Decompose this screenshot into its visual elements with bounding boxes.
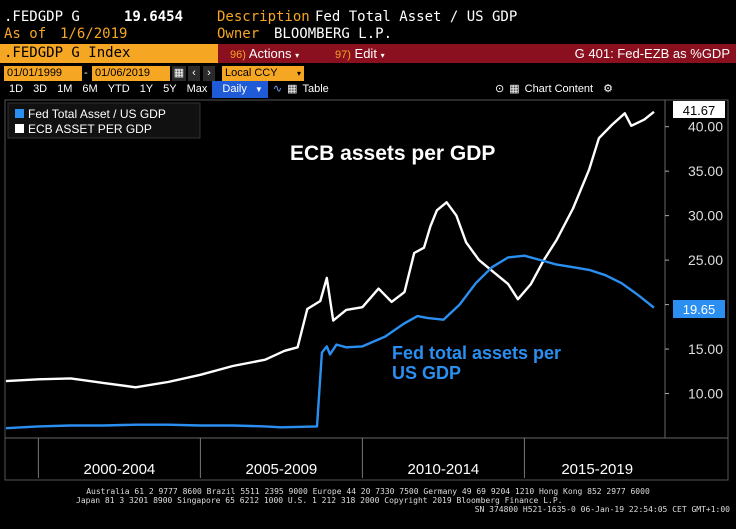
actions-label: Actions — [248, 46, 292, 61]
legend-fed: Fed Total Asset / US GDP — [28, 107, 166, 121]
end-date-field[interactable]: 01/06/2019 — [92, 66, 170, 81]
dropdown-icon: ▼ — [254, 85, 263, 94]
fed-series-line — [5, 254, 655, 430]
actions-number: 96) — [230, 49, 246, 61]
edit-number: 97) — [335, 49, 351, 61]
currency-select[interactable]: Local CCY ▾ — [222, 66, 304, 81]
as-of-date: 1/6/2019 — [60, 26, 128, 42]
frequency-label: Daily — [222, 83, 247, 95]
legend-swatch-ecb — [15, 124, 24, 133]
owner-label: Owner — [217, 26, 260, 42]
currency-label: Local CCY — [225, 67, 278, 79]
prev-arrow-icon[interactable]: ‹ — [188, 66, 200, 81]
next-arrow-icon[interactable]: › — [203, 66, 215, 81]
annotation-fed-line1: Fed total assets per — [392, 343, 561, 363]
settings-icon[interactable]: ⚙ — [603, 83, 613, 95]
x-period-label: 2005-2009 — [246, 461, 318, 478]
x-period-label: 2010-2014 — [408, 461, 480, 478]
chart-content-icon: ▦ — [509, 83, 520, 95]
y-tick-label: 35.00 — [688, 163, 723, 179]
calendar-icon[interactable]: ▦ — [172, 66, 186, 81]
range-6m[interactable]: 6M — [82, 83, 98, 95]
as-of-label: As of — [4, 26, 47, 42]
x-period-label: 2000-2004 — [84, 461, 156, 478]
chart-tools: ⊙ ▦ Chart Content ⚙ — [490, 81, 618, 97]
y-tick-label: 25.00 — [688, 252, 723, 268]
last-value-fed: 19.65 — [683, 302, 716, 317]
line-chart-icon[interactable]: ∿ — [272, 83, 283, 95]
y-tick-label: 15.00 — [688, 341, 723, 357]
legend-box — [7, 102, 201, 139]
description-label: Description — [217, 9, 310, 25]
dropdown-icon: ▾ — [295, 51, 300, 60]
footer-line-2: Japan 81 3 3201 8900 Singapore 65 6212 1… — [76, 496, 563, 505]
legend-ecb: ECB ASSET PER GDP — [28, 122, 152, 136]
y-tick-label: 40.00 — [688, 119, 723, 135]
chart-content-button[interactable]: Chart Content — [524, 83, 594, 95]
edit-menu[interactable]: 97) Edit ▾ — [335, 44, 385, 63]
range-1m[interactable]: 1M — [57, 83, 73, 95]
range-1d[interactable]: 1D — [9, 83, 24, 95]
dropdown-icon: ▾ — [380, 51, 385, 60]
edit-label: Edit — [354, 46, 377, 61]
y-tick-label: 30.00 — [688, 208, 723, 224]
frequency-select[interactable]: Daily ▼ — [212, 81, 268, 98]
date-separator: - — [84, 67, 88, 79]
range-5y[interactable]: 5Y — [163, 83, 177, 95]
range-ytd[interactable]: YTD — [107, 83, 130, 95]
chart: 10.0015.0020.0025.0030.0035.0040.002000-… — [4, 99, 729, 481]
footer-line-3: SN 374800 H521-1635-0 06-Jan-19 22:54:05… — [474, 505, 730, 514]
annotation-ecb: ECB assets per GDP — [290, 142, 495, 165]
x-period-label: 2015-2019 — [561, 461, 633, 478]
last-value-ecb: 41.67 — [683, 103, 716, 118]
table-icon: ▦ — [287, 83, 298, 95]
range-1y[interactable]: 1Y — [139, 83, 154, 95]
description-value: Fed Total Asset / US GDP — [315, 9, 518, 25]
range-toolbar: 1D 3D 1M 6M YTD 1Y 5Y Max Daily ▼ ∿ ▦ Table — [4, 81, 334, 98]
start-date-field[interactable]: 01/01/1999 — [4, 66, 82, 81]
actions-menu[interactable]: 96) Actions ▾ — [230, 44, 299, 63]
owner-value: BLOOMBERG L.P. — [274, 26, 393, 42]
dropdown-icon: ▾ — [296, 69, 301, 78]
table-button[interactable]: Table — [302, 83, 329, 95]
ecb-series-line — [5, 110, 655, 389]
chart-frame — [4, 99, 729, 481]
legend-swatch-fed — [15, 109, 24, 118]
zoom-icon[interactable]: ⊙ — [495, 83, 505, 95]
range-3d[interactable]: 3D — [33, 83, 48, 95]
title-bar: .FEDGDP G Index 96) Actions ▾ 97) Edit ▾… — [0, 44, 736, 63]
last-value-tag-ecb — [673, 101, 725, 118]
y-tick-label: 10.00 — [688, 386, 723, 402]
annotation-fed-line2: US GDP — [392, 363, 461, 383]
ticker: .FEDGDP G — [4, 9, 80, 25]
index-name: .FEDGDP G Index — [0, 44, 218, 63]
footer-line-1: Australia 61 2 9777 8600 Brazil 5511 239… — [86, 487, 650, 496]
page-title: G 401: Fed-EZB as %GDP — [574, 46, 730, 61]
last-value-tag-fed — [673, 300, 725, 318]
range-max[interactable]: Max — [186, 83, 208, 95]
last-value: 19.6454 — [124, 9, 184, 25]
